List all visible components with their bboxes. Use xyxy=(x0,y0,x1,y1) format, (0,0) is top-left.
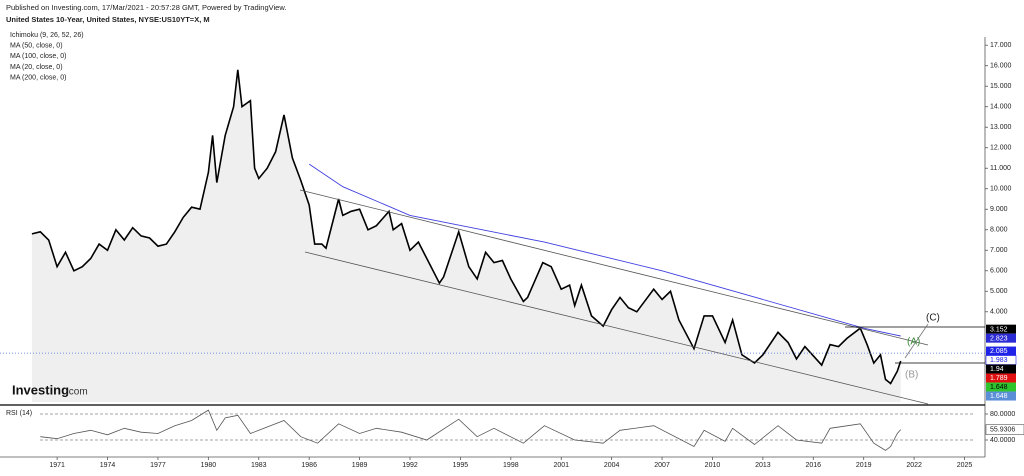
x-tick-label: 1971 xyxy=(49,462,65,469)
price-tag-label: 3.152 xyxy=(990,326,1008,333)
price-tag xyxy=(986,373,1016,383)
price-tag xyxy=(986,391,1016,401)
ma-line xyxy=(308,163,901,337)
rsi-line xyxy=(40,409,902,451)
legend-entry: MA (20, close, 0) xyxy=(10,64,63,71)
x-tick-label: 1977 xyxy=(150,462,166,469)
trend-line-lower xyxy=(304,251,929,405)
x-tick-label: 2007 xyxy=(654,462,670,469)
published-note: Published on Investing.com, 17/Mar/2021 … xyxy=(6,3,286,12)
x-tick-label: 1998 xyxy=(503,462,519,469)
legend-entry: Ichimoku (9, 26, 52, 26) xyxy=(10,32,84,39)
legend-entry: MA (200, close, 0) xyxy=(10,75,66,82)
plot xyxy=(0,69,985,451)
x-tick-label: 2016 xyxy=(805,462,821,469)
price-tag xyxy=(986,346,1016,356)
x-tick-label: 1986 xyxy=(301,462,317,469)
price-tag-label: 1.648 xyxy=(990,384,1008,391)
x-tick-label: 1974 xyxy=(100,462,116,469)
symbol-title: United States 10-Year, United States, NY… xyxy=(6,15,210,24)
legend-entry: MA (100, close, 0) xyxy=(10,53,66,60)
y-tick-label: 80.0000 xyxy=(990,411,1015,418)
x-tick-label: 2013 xyxy=(755,462,771,469)
y-tick-label: 6.000 xyxy=(990,268,1008,275)
x-tick-label: 1980 xyxy=(201,462,217,469)
y-tick-label: 16.000 xyxy=(990,63,1012,70)
y-tick-label: 4.000 xyxy=(990,309,1008,316)
brand: Investing xyxy=(12,382,69,397)
price-tag xyxy=(986,324,1016,334)
x-tick-label: 2019 xyxy=(856,462,872,469)
wave-label: (B) xyxy=(905,370,918,381)
y-tick-label: 7.000 xyxy=(990,247,1008,254)
y-tick-label: 8.000 xyxy=(990,227,1008,234)
price-tag xyxy=(986,364,1016,374)
y-tick-label: 13.000 xyxy=(990,124,1012,131)
x-tick-label: 1995 xyxy=(453,462,469,469)
wave-line xyxy=(904,323,929,359)
rsi-tag xyxy=(985,424,1024,435)
price-tag-label: 1.94 xyxy=(990,366,1004,373)
price-tag-label: 1.789 xyxy=(990,375,1008,382)
y-tick-label: 14.000 xyxy=(990,104,1012,111)
x-tick-label: 2025 xyxy=(957,462,973,469)
y-tick-label: 10.000 xyxy=(990,186,1012,193)
price-tag-label: 1.648 xyxy=(990,393,1008,400)
price-tag-label: 1.983 xyxy=(990,357,1008,364)
y-tick-label: 11.000 xyxy=(990,165,1011,172)
x-tick-label: 2010 xyxy=(705,462,721,469)
x-tick-label: 1983 xyxy=(251,462,267,469)
y-tick-label: 9.000 xyxy=(990,206,1008,213)
x-tick-label: 2004 xyxy=(604,462,620,469)
price-tag xyxy=(986,382,1016,392)
price-area xyxy=(31,69,901,403)
price-tag xyxy=(986,333,1016,343)
y-tick-label: 40.0000 xyxy=(990,437,1015,444)
x-tick-label: 2022 xyxy=(906,462,922,469)
x-tick-label: 1992 xyxy=(402,462,418,469)
wave-label: (C) xyxy=(926,313,940,324)
y-tick-label: 17.000 xyxy=(990,42,1012,49)
wave-label: (A) xyxy=(907,337,920,348)
y-tick-label: 15.000 xyxy=(990,83,1012,90)
price-tag-label: 2.085 xyxy=(990,348,1008,355)
y-tick-label: 5.000 xyxy=(990,288,1008,295)
y-tick-label: 12.000 xyxy=(990,145,1012,152)
price-tag-label: 2.823 xyxy=(990,335,1008,342)
legend-entry: MA (50, close, 0) xyxy=(10,43,63,50)
rsi-tag-label: 55.9306 xyxy=(990,426,1015,433)
trend-line-upper xyxy=(299,189,929,346)
price-line xyxy=(31,69,902,385)
x-tick-label: 2001 xyxy=(553,462,569,469)
rsi-title: RSI (14) xyxy=(6,410,32,417)
x-tick-label: 1989 xyxy=(352,462,368,469)
brand-suffix: .com xyxy=(66,387,88,398)
